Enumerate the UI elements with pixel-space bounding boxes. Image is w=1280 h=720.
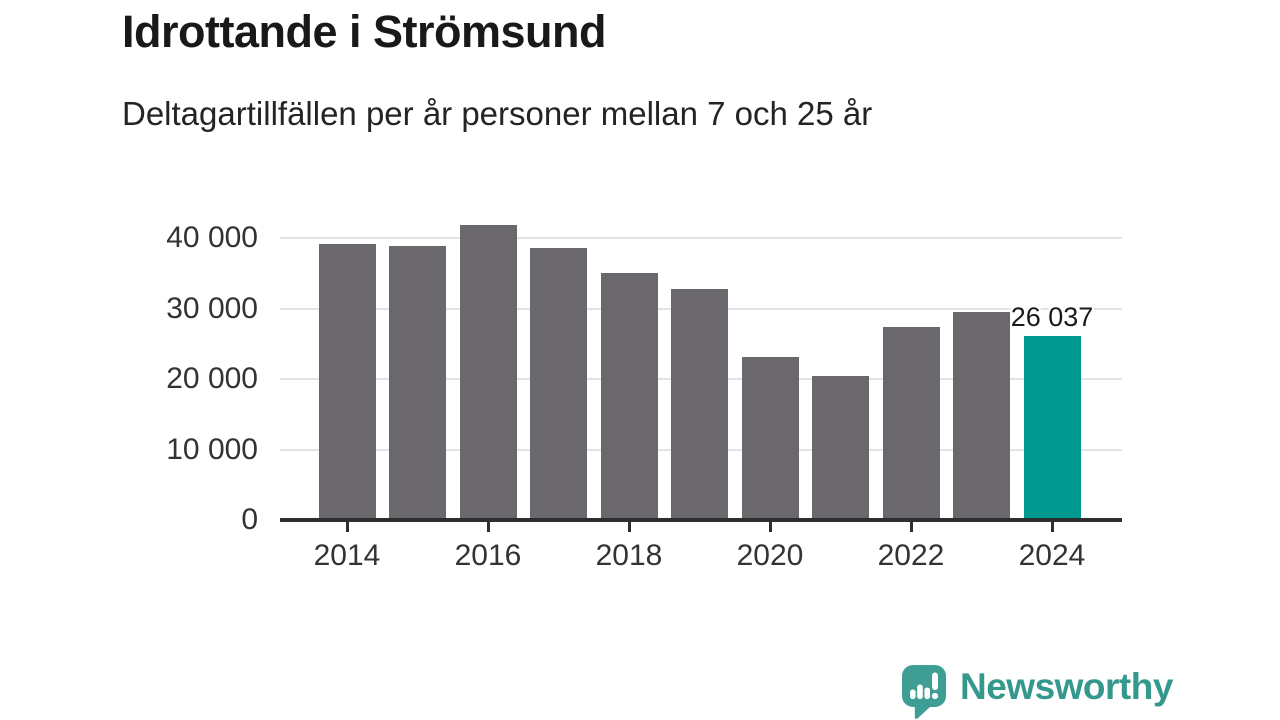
x-axis-tick-label: 2024	[1018, 539, 1086, 572]
newsworthy-logo: Newsworthy	[902, 665, 1173, 719]
newsworthy-speech-bubble-chart-icon	[902, 665, 946, 719]
highlighted-bar-value-label: 26 037	[1010, 302, 1094, 333]
bar-2015	[389, 246, 446, 520]
y-axis-tick-label: 10 000	[166, 432, 258, 466]
bar-2019	[671, 288, 728, 520]
x-axis-tick	[1050, 522, 1054, 532]
x-axis-tick-label: 2020	[736, 539, 804, 572]
x-axis-tick	[627, 522, 631, 532]
newsworthy-wordmark: Newsworthy	[960, 666, 1173, 707]
y-axis-tick-label: 20 000	[166, 362, 258, 395]
bar-2018	[600, 272, 658, 520]
y-axis-tick-label: 40 000	[166, 221, 258, 254]
gridline	[280, 237, 1122, 239]
y-axis-tick-label: 0	[241, 503, 258, 536]
bar-2016	[459, 224, 517, 520]
x-axis-line	[280, 518, 1122, 522]
x-axis-tick	[768, 522, 772, 532]
chart-title: Idrottande i Strömsund	[122, 6, 607, 57]
y-axis-tick-label: 30 000	[166, 291, 258, 325]
x-axis-tick-label: 2022	[877, 539, 945, 572]
chart-subtitle: Deltagartillfällen per år personer mella…	[122, 95, 873, 132]
bar-2021	[812, 376, 869, 520]
x-axis-tick	[486, 522, 490, 532]
x-axis-tick-label: 2016	[454, 539, 522, 572]
bar-highlighted-2024	[1023, 336, 1081, 520]
bar-2014	[318, 244, 376, 520]
x-axis-tick-label: 2018	[595, 539, 663, 572]
bar-2020	[741, 357, 799, 520]
bar-2023	[953, 312, 1010, 520]
x-axis-tick	[345, 522, 349, 532]
bar-2017	[530, 247, 587, 520]
x-axis-tick-label: 2014	[313, 539, 381, 572]
bar-2022	[882, 326, 940, 520]
x-axis-tick	[909, 522, 913, 532]
